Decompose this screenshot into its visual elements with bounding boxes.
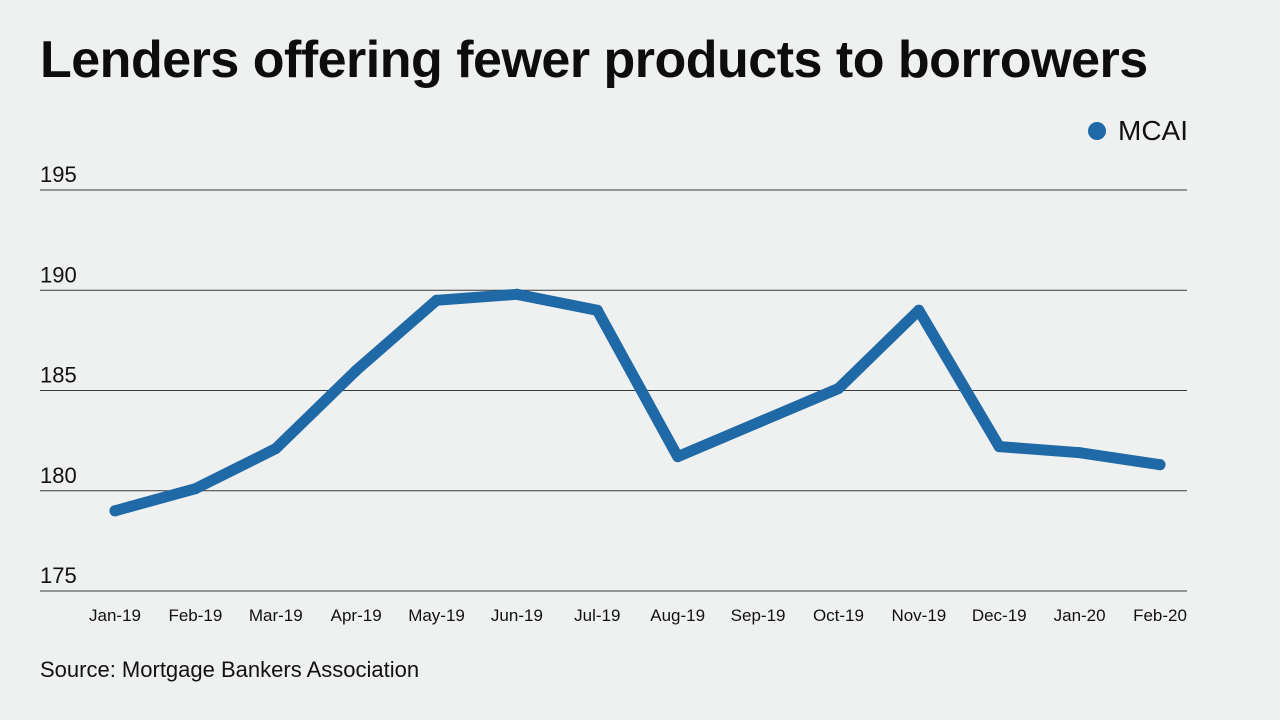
x-tick-label: Apr-19 — [331, 606, 382, 625]
legend-marker-icon — [1088, 122, 1106, 140]
data-point — [993, 441, 1005, 453]
data-point — [511, 288, 523, 300]
x-tick-label: Mar-19 — [249, 606, 303, 625]
x-tick-label: Jan-20 — [1054, 606, 1106, 625]
chart-title: Lenders offering fewer products to borro… — [40, 31, 1148, 89]
x-tick-label: Feb-19 — [168, 606, 222, 625]
data-point — [270, 443, 282, 455]
data-point — [913, 304, 925, 316]
x-tick-label: Oct-19 — [813, 606, 864, 625]
x-axis-ticks: Jan-19 Feb-19 Mar-19 Apr-19 May-19 Jun-19 Jul-… — [89, 606, 1187, 625]
x-tick-label: Aug-19 — [650, 606, 705, 625]
source-note: Source: Mortgage Bankers Association — [40, 657, 420, 682]
y-tick-label: 185 — [40, 363, 77, 388]
gridlines — [40, 189, 1187, 592]
y-tick-label: 175 — [40, 563, 77, 588]
series-layer — [109, 288, 1166, 517]
y-tick-label: 195 — [40, 162, 77, 187]
data-point — [1074, 447, 1086, 459]
data-point — [591, 304, 603, 316]
x-tick-label: May-19 — [408, 606, 465, 625]
data-point — [832, 382, 844, 394]
x-tick-label: Feb-20 — [1133, 606, 1187, 625]
data-point — [672, 451, 684, 463]
series-line-mcai — [109, 288, 1166, 517]
data-point — [752, 417, 764, 429]
data-point — [1154, 459, 1166, 471]
legend-label: MCAI — [1118, 115, 1188, 146]
data-point — [109, 505, 121, 517]
x-tick-label: Sep-19 — [731, 606, 786, 625]
legend: MCAI — [1088, 115, 1188, 147]
y-axis-ticks: 195 190 185 180 175 — [40, 162, 77, 588]
x-tick-label: Dec-19 — [972, 606, 1027, 625]
x-tick-label: Jun-19 — [491, 606, 543, 625]
x-tick-label: Jan-19 — [89, 606, 141, 625]
data-point — [431, 294, 443, 306]
x-tick-label: Jul-19 — [574, 606, 620, 625]
y-tick-label: 180 — [40, 463, 77, 488]
y-tick-label: 190 — [40, 262, 77, 287]
data-point — [189, 483, 201, 495]
x-tick-label: Nov-19 — [891, 606, 946, 625]
data-point — [350, 364, 362, 376]
